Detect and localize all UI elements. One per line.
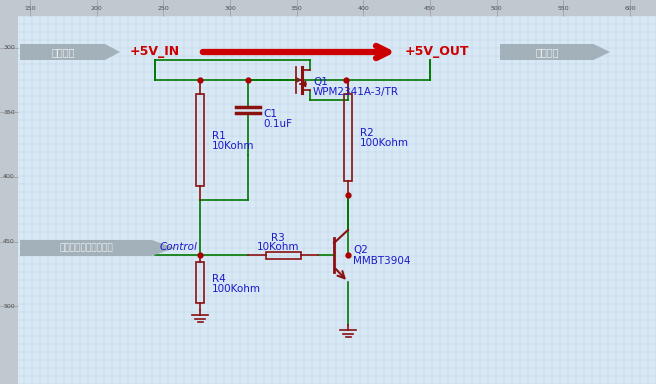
Bar — [196, 262, 204, 303]
Text: 输入信号控制电源开关: 输入信号控制电源开关 — [60, 243, 113, 253]
Text: 250: 250 — [157, 5, 169, 10]
Text: 10Kohm: 10Kohm — [256, 242, 299, 252]
Text: +5V_OUT: +5V_OUT — [405, 45, 470, 58]
Text: 10Kohm: 10Kohm — [212, 141, 255, 151]
Bar — [0, 16, 18, 384]
Text: +5V_IN: +5V_IN — [130, 45, 180, 58]
Text: WPM2341A-3/TR: WPM2341A-3/TR — [313, 87, 399, 97]
Text: 100Kohm: 100Kohm — [212, 283, 261, 293]
Polygon shape — [300, 81, 306, 87]
Text: R4: R4 — [212, 273, 226, 283]
Polygon shape — [500, 44, 610, 60]
Text: MMBT3904: MMBT3904 — [353, 256, 411, 266]
Text: 500: 500 — [491, 5, 502, 10]
Text: 600: 600 — [625, 5, 636, 10]
Text: R1: R1 — [212, 131, 226, 141]
Text: 400: 400 — [3, 174, 15, 179]
Bar — [344, 94, 352, 181]
Text: 500: 500 — [3, 304, 15, 309]
Text: C1: C1 — [263, 109, 277, 119]
Text: R2: R2 — [360, 129, 374, 139]
Text: 0.1uF: 0.1uF — [263, 119, 292, 129]
Text: 450: 450 — [3, 239, 15, 244]
Bar — [0, 0, 656, 16]
Text: Control: Control — [160, 242, 198, 252]
Text: 电源输入: 电源输入 — [51, 47, 75, 57]
Text: 200: 200 — [91, 5, 102, 10]
Text: 400: 400 — [358, 5, 369, 10]
Text: Q2: Q2 — [353, 245, 368, 255]
Text: 550: 550 — [558, 5, 569, 10]
Bar — [196, 94, 204, 185]
Text: 350: 350 — [291, 5, 302, 10]
Text: 450: 450 — [424, 5, 436, 10]
Text: Q1: Q1 — [313, 77, 328, 87]
Text: 300: 300 — [224, 5, 236, 10]
Text: 100Kohm: 100Kohm — [360, 139, 409, 149]
Text: 150: 150 — [24, 5, 36, 10]
Text: 350: 350 — [3, 110, 15, 115]
Text: R3: R3 — [271, 233, 285, 243]
Text: 300: 300 — [3, 45, 15, 50]
Polygon shape — [20, 240, 175, 256]
Polygon shape — [20, 44, 120, 60]
Text: 电源输出: 电源输出 — [535, 47, 559, 57]
Bar — [266, 252, 300, 258]
